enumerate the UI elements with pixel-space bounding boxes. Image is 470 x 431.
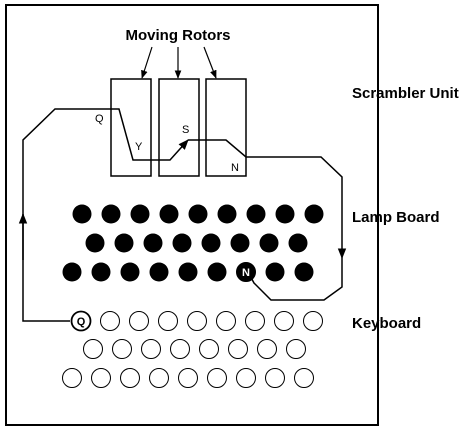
- rotor-1-pointer: [141, 46, 153, 79]
- letter-s-rotor: S: [182, 124, 189, 136]
- key[interactable]: [149, 368, 169, 388]
- scrambler-unit-label: Scrambler Unit: [352, 85, 459, 102]
- key[interactable]: [120, 368, 140, 388]
- lamp: [149, 262, 169, 282]
- lamp: [304, 204, 324, 224]
- keyboard: [62, 311, 323, 388]
- key[interactable]: [228, 339, 248, 359]
- rotor-2: [158, 78, 200, 177]
- key[interactable]: [141, 339, 161, 359]
- lamp: [120, 262, 140, 282]
- key[interactable]: [245, 311, 265, 331]
- lamp: [188, 204, 208, 224]
- lamp: [114, 233, 134, 253]
- lamp: [265, 262, 285, 282]
- key[interactable]: [286, 339, 306, 359]
- lamp: [207, 262, 227, 282]
- lamp: [172, 233, 192, 253]
- lamp: [294, 262, 314, 282]
- lamp: [230, 233, 250, 253]
- key[interactable]: [207, 368, 227, 388]
- lamp: [130, 204, 150, 224]
- lamp: [159, 204, 179, 224]
- lamp-board-label: Lamp Board: [352, 209, 440, 226]
- lamp: [259, 233, 279, 253]
- lamp: [101, 204, 121, 224]
- signal-path-input: [22, 108, 189, 322]
- key[interactable]: [199, 339, 219, 359]
- lamp: [91, 262, 111, 282]
- key[interactable]: [303, 311, 323, 331]
- lamp: [288, 233, 308, 253]
- lamp: [72, 204, 92, 224]
- rotor-3: [205, 78, 247, 177]
- key[interactable]: [91, 368, 111, 388]
- key[interactable]: [265, 368, 285, 388]
- keyboard-label: Keyboard: [352, 315, 421, 332]
- key[interactable]: [178, 368, 198, 388]
- lamp: [62, 262, 82, 282]
- lamp-n-letter: N: [242, 267, 250, 279]
- lamp: [85, 233, 105, 253]
- lamp: [143, 233, 163, 253]
- key[interactable]: [236, 368, 256, 388]
- key[interactable]: [158, 311, 178, 331]
- machine-outline: [5, 4, 379, 426]
- lamp-board: [62, 204, 324, 282]
- letter-n-rotor: N: [231, 162, 239, 174]
- rotor-1: [110, 78, 152, 177]
- key[interactable]: [257, 339, 277, 359]
- lamp: [246, 204, 266, 224]
- key[interactable]: [187, 311, 207, 331]
- lamp: [178, 262, 198, 282]
- rotor-3-pointer: [203, 46, 217, 79]
- key-q[interactable]: [70, 310, 92, 332]
- lamp-n: [236, 262, 256, 282]
- key[interactable]: [62, 368, 82, 388]
- key[interactable]: [170, 339, 190, 359]
- lamp: [275, 204, 295, 224]
- signal-path-to-lamp: [247, 258, 343, 301]
- key[interactable]: [216, 311, 236, 331]
- signal-path-return: [188, 139, 347, 260]
- key[interactable]: [294, 368, 314, 388]
- key[interactable]: [100, 311, 120, 331]
- lamp: [201, 233, 221, 253]
- letter-q-rotor: Q: [95, 113, 104, 125]
- key-q-letter: Q: [77, 316, 86, 328]
- lamp: [217, 204, 237, 224]
- moving-rotors-label: Moving Rotors: [126, 27, 231, 44]
- key[interactable]: [274, 311, 294, 331]
- key[interactable]: [112, 339, 132, 359]
- key[interactable]: [129, 311, 149, 331]
- letter-y-rotor: Y: [135, 141, 143, 153]
- key[interactable]: [83, 339, 103, 359]
